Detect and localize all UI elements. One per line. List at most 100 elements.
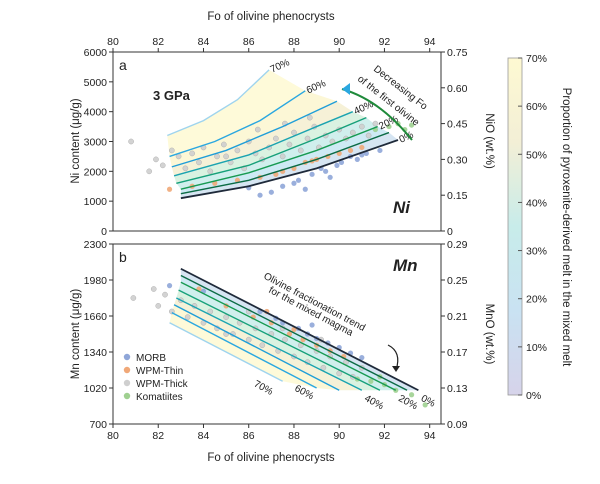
x-tick-label: 90 bbox=[333, 430, 345, 442]
model-line-60pct bbox=[171, 312, 317, 389]
colorbar-tick-label: 40% bbox=[526, 197, 547, 209]
x-tick-label: 92 bbox=[379, 36, 391, 48]
y-tick-label: 1000 bbox=[84, 196, 108, 208]
data-point-wpm-thick bbox=[286, 141, 293, 148]
x-tick-label: 80 bbox=[107, 36, 119, 48]
data-point-wpm-thick bbox=[254, 126, 261, 133]
colorbar-tick-label: 10% bbox=[526, 342, 547, 354]
data-point-komatiites bbox=[422, 402, 428, 408]
model-line-70pct bbox=[169, 322, 283, 382]
data-point-morb bbox=[359, 355, 365, 361]
y2-tick-label: 0.25 bbox=[447, 275, 468, 287]
model-line-label: 40% bbox=[362, 393, 385, 412]
x-tick-label: 88 bbox=[288, 430, 300, 442]
data-point-wpm-thick bbox=[297, 147, 304, 154]
model-line-10pct bbox=[180, 131, 390, 195]
model-line-60pct bbox=[169, 90, 306, 158]
colorbar-tick-label: 70% bbox=[526, 53, 547, 65]
mixing-band-10pct bbox=[180, 132, 399, 199]
x-tick-label: 84 bbox=[198, 430, 210, 442]
x-tick-label: 84 bbox=[198, 36, 210, 48]
colorbar-tick-label: 20% bbox=[526, 294, 547, 306]
data-point-wpm-thick bbox=[130, 295, 137, 301]
mixing-band-70pct bbox=[167, 69, 306, 157]
ni-element-label: Ni bbox=[393, 198, 411, 217]
data-point-morb bbox=[291, 180, 297, 186]
data-point-wpm-thick bbox=[304, 135, 311, 142]
colorbar-tick-label: 30% bbox=[526, 246, 547, 258]
legend-label: Komatiites bbox=[136, 392, 183, 403]
legend-marker-komatiites bbox=[123, 392, 131, 400]
panel-b-y2-axis-title: MnO (wt.%) bbox=[483, 304, 495, 365]
data-point-wpm-thick bbox=[128, 138, 134, 145]
data-point-wpm-thick bbox=[182, 165, 189, 172]
y2-tick-label: 0.60 bbox=[447, 83, 468, 95]
x-tick-label: 86 bbox=[243, 430, 255, 442]
panel-a-ni: 0%20%40%60%70%80 82 84 86 88 90 92 940100020003… bbox=[84, 36, 468, 238]
panel-a-letter: a bbox=[119, 57, 127, 73]
model-line-0pct bbox=[180, 139, 399, 200]
model-line-label: 0% bbox=[419, 393, 437, 410]
data-point-wpm-thick bbox=[153, 156, 159, 163]
y2-tick-label: 0.17 bbox=[447, 347, 468, 359]
model-line-50pct bbox=[171, 100, 338, 168]
model-line-40pct bbox=[176, 297, 363, 391]
y-tick-label: 4000 bbox=[84, 107, 108, 119]
panel-b-letter: b bbox=[119, 249, 127, 265]
x-tick-label: 82 bbox=[152, 430, 164, 442]
legend-marker-morb bbox=[123, 353, 131, 361]
model-line-20pct bbox=[180, 281, 397, 391]
y-tick-label: 5000 bbox=[84, 77, 108, 89]
y2-tick-label: 0.30 bbox=[447, 154, 468, 166]
data-point-wpm-thick bbox=[365, 132, 372, 139]
data-point-morb bbox=[354, 156, 360, 162]
y-tick-label: 1980 bbox=[84, 275, 108, 287]
model-line-label: 70% bbox=[269, 57, 292, 75]
data-point-morb bbox=[323, 168, 329, 174]
pressure-annotation: 3 GPa bbox=[153, 88, 191, 103]
data-point-morb bbox=[268, 189, 274, 195]
y2-tick-label: 0.09 bbox=[447, 419, 468, 431]
y2-tick-label: 0.21 bbox=[447, 311, 468, 323]
data-point-wpm-thick bbox=[150, 286, 157, 292]
legend-label: MORB bbox=[136, 353, 166, 364]
data-point-wpm-thick bbox=[372, 120, 379, 127]
model-line-label: 60% bbox=[305, 78, 328, 96]
data-point-morb bbox=[257, 192, 263, 198]
data-point-wpm-thick bbox=[259, 342, 266, 349]
data-point-morb bbox=[377, 147, 383, 154]
decreasing-fo-arrowhead-icon bbox=[342, 83, 350, 95]
model-line-20pct bbox=[180, 125, 378, 190]
x-tick-label: 88 bbox=[288, 36, 300, 48]
colorbar-tick-label: 0% bbox=[526, 390, 541, 402]
bottom-x-axis-title: Fo of olivine phenocrysts bbox=[207, 452, 334, 464]
data-point-morb bbox=[309, 322, 315, 328]
data-point-morb bbox=[334, 162, 340, 168]
y-tick-label: 6000 bbox=[84, 47, 108, 59]
colorbar-title: Proportion of pyroxenite-derived melt in… bbox=[560, 88, 572, 367]
data-point-wpm-thick bbox=[273, 135, 279, 142]
data-point-wpm-thick bbox=[184, 314, 191, 320]
y-tick-label: 0 bbox=[101, 226, 107, 238]
data-point-komatiites bbox=[408, 392, 415, 398]
data-point-wpm-thick bbox=[358, 123, 365, 130]
data-point-wpm-thick bbox=[214, 153, 220, 160]
data-point-wpm-thick bbox=[189, 150, 196, 157]
x-tick-label: 92 bbox=[379, 430, 391, 442]
y2-tick-label: 0 bbox=[447, 226, 453, 238]
x-tick-label: 94 bbox=[424, 430, 436, 442]
colorbar: 0% 10% 20% 30% 40% 50% 60% 70% Proportion of py… bbox=[507, 53, 572, 402]
y2-tick-label: 0.45 bbox=[447, 119, 468, 131]
y2-tick-label: 0.75 bbox=[447, 47, 468, 59]
y-tick-label: 1020 bbox=[84, 383, 108, 395]
data-point-morb bbox=[302, 186, 308, 192]
model-line-label: 20% bbox=[396, 393, 419, 412]
colorbar-gradient bbox=[507, 57, 523, 396]
data-point-wpm-thick bbox=[146, 168, 153, 175]
model-line-label: 70% bbox=[252, 379, 275, 398]
x-tick-label: 86 bbox=[243, 36, 255, 48]
data-point-morb bbox=[166, 283, 173, 289]
data-point-wpm-thick bbox=[223, 153, 229, 160]
data-point-komatiites bbox=[368, 378, 374, 384]
y2-tick-label: 0.29 bbox=[447, 239, 468, 251]
